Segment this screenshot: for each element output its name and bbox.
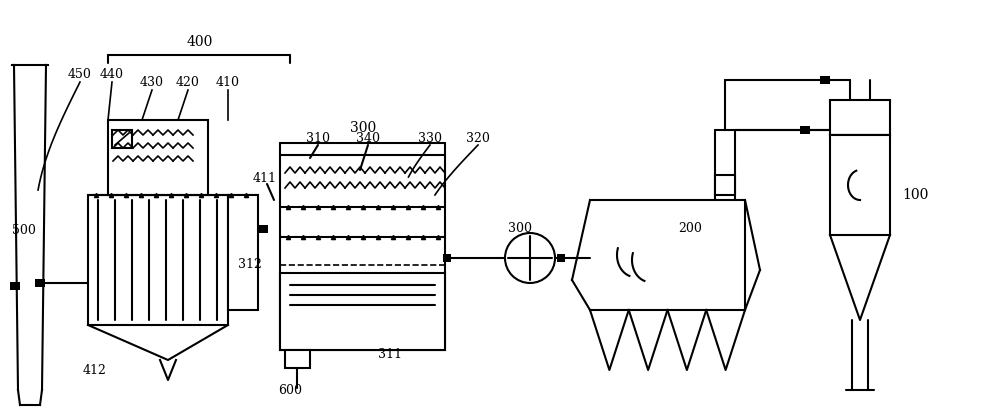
Text: 500: 500 — [12, 223, 36, 236]
Bar — [830, 135, 890, 235]
Text: 450: 450 — [68, 68, 92, 81]
Text: 412: 412 — [83, 363, 107, 376]
Text: 312: 312 — [238, 258, 262, 271]
Bar — [108, 120, 208, 195]
Bar — [830, 100, 890, 135]
Bar — [88, 195, 228, 325]
Text: 310: 310 — [306, 131, 330, 144]
Bar — [443, 254, 451, 262]
Bar — [557, 254, 565, 262]
Text: 411: 411 — [253, 171, 277, 184]
Text: 600: 600 — [278, 383, 302, 396]
Text: 300: 300 — [350, 121, 376, 135]
Text: 430: 430 — [140, 77, 164, 90]
Bar — [10, 282, 20, 290]
Bar — [280, 273, 445, 350]
Text: 330: 330 — [418, 131, 442, 144]
Bar — [35, 279, 45, 287]
Bar — [228, 195, 258, 310]
Text: 300: 300 — [508, 221, 532, 234]
Text: 420: 420 — [176, 77, 200, 90]
Bar — [280, 155, 445, 350]
Text: 320: 320 — [466, 131, 490, 144]
Text: 400: 400 — [187, 35, 213, 49]
Bar — [715, 175, 735, 195]
Bar — [258, 225, 268, 233]
Text: 410: 410 — [216, 77, 240, 90]
Bar — [800, 126, 810, 134]
Bar — [285, 350, 310, 368]
Text: 100: 100 — [902, 188, 928, 202]
Text: 200: 200 — [678, 221, 702, 234]
Text: 340: 340 — [356, 131, 380, 144]
Bar — [112, 130, 132, 148]
Text: 311: 311 — [378, 348, 402, 361]
Text: 440: 440 — [100, 68, 124, 81]
Bar — [820, 76, 830, 84]
